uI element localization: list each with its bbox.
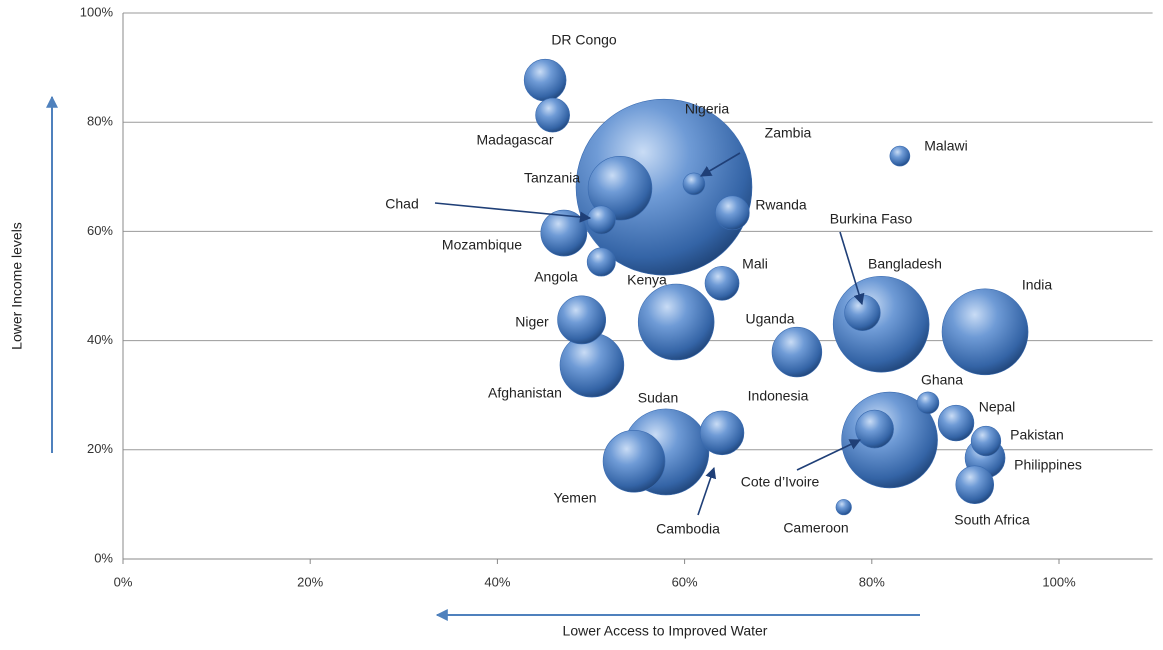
bubble <box>535 97 570 133</box>
y-tick-label: 20% <box>87 441 113 456</box>
y-tick-label: 60% <box>87 223 113 238</box>
bubble <box>844 294 881 331</box>
bubble <box>855 409 894 449</box>
bubble-label: Philippines <box>1014 457 1082 473</box>
bubble-label: Kenya <box>627 272 667 288</box>
x-tick-label: 0% <box>114 574 133 589</box>
y-tick-label: 40% <box>87 332 113 347</box>
labels: DR Congo Madagascar Nigeria Zambia Tanzania R… <box>385 32 1082 537</box>
bubble-label: Niger <box>515 314 549 330</box>
bubble-label: Mali <box>742 256 768 272</box>
bubble <box>704 265 740 301</box>
bubble <box>602 429 666 493</box>
bubble <box>889 145 911 167</box>
bubble <box>523 58 567 102</box>
pointer-arrow <box>697 466 717 516</box>
bubble-label: Malawi <box>924 138 968 154</box>
bubble-label: Madagascar <box>476 132 553 148</box>
bubble <box>832 275 930 373</box>
bubble-label: Nepal <box>979 399 1016 415</box>
pointer-arrows <box>434 152 865 516</box>
bubble <box>682 172 706 196</box>
bubble <box>937 404 975 442</box>
bubble-label: Cote d’Ivoire <box>741 474 820 490</box>
bubble <box>557 295 607 345</box>
bubble <box>699 410 745 456</box>
x-tick-label: 40% <box>484 574 510 589</box>
x-tick-label: 80% <box>859 574 885 589</box>
bubble-label: DR Congo <box>551 32 617 48</box>
bubble-label: Tanzania <box>524 170 580 186</box>
bubble-label: India <box>1022 277 1053 293</box>
bubble-label: Sudan <box>638 390 678 406</box>
bubble-label: Yemen <box>553 490 596 506</box>
y-tick-label: 100% <box>80 4 114 19</box>
y-axis-title: Lower Income levels <box>9 222 25 350</box>
bubble-label: Zambia <box>765 125 812 141</box>
bubble <box>955 465 995 505</box>
bubble-label: Angola <box>534 269 578 285</box>
bubble <box>715 195 750 231</box>
y-tick-label: 80% <box>87 114 113 129</box>
bubble <box>916 391 940 415</box>
bubble-label: Cambodia <box>656 521 720 537</box>
bubble-label: South Africa <box>954 512 1030 528</box>
bubble-label: Bangladesh <box>868 256 942 272</box>
bubble-label: Pakistan <box>1010 427 1064 443</box>
bubble <box>586 247 616 277</box>
bubble <box>637 283 715 361</box>
x-tick-label: 60% <box>672 574 698 589</box>
x-tick-label: 20% <box>297 574 323 589</box>
bubble-label: Indonesia <box>748 388 809 404</box>
bubble-label: Chad <box>385 196 418 212</box>
bubble <box>835 499 852 516</box>
bubble <box>586 205 616 235</box>
bubble-label: Burkina Faso <box>830 211 913 227</box>
bubble <box>970 425 1002 457</box>
bubble <box>941 288 1029 376</box>
bubble-label: Nigeria <box>685 101 730 117</box>
bubble-label: Ghana <box>921 372 963 388</box>
y-tick-label: 0% <box>94 550 113 565</box>
bubble-label: Uganda <box>745 311 794 327</box>
pointer-arrow <box>700 152 741 177</box>
x-axis-title: Lower Access to Improved Water <box>563 623 768 639</box>
bubble <box>540 209 588 257</box>
bubble-label: Mozambique <box>442 237 522 253</box>
x-tick-label: 100% <box>1042 574 1076 589</box>
pointer-arrow <box>796 439 862 471</box>
bubble-label: Afghanistan <box>488 385 562 401</box>
bubble <box>771 326 823 378</box>
bubble <box>559 332 625 398</box>
bubble <box>587 156 653 221</box>
pointer-arrow <box>434 202 592 223</box>
bubble <box>575 98 753 276</box>
bubble-label: Rwanda <box>755 197 807 213</box>
bubble-label: Cameroon <box>783 520 848 536</box>
pointer-arrow <box>839 231 865 306</box>
